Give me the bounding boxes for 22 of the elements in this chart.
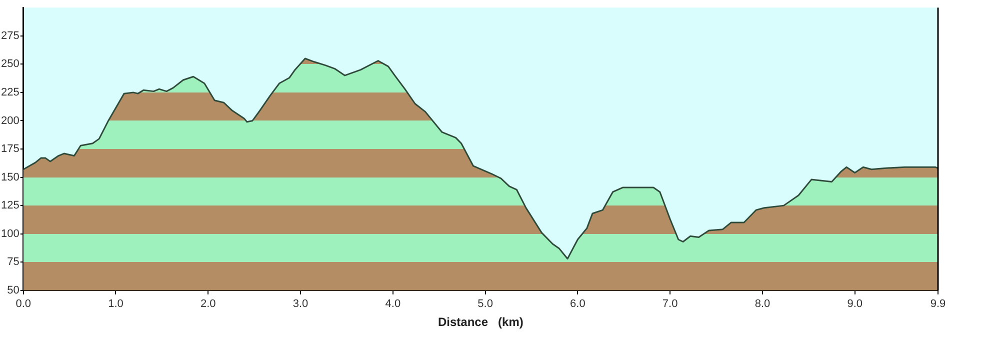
x-tick-label: 2.0	[200, 298, 216, 310]
x-tick-label: 6.0	[570, 298, 586, 310]
y-tick-label: 200	[0, 114, 20, 127]
y-tick-label: 50	[7, 284, 20, 296]
y-tick-label: 225	[0, 86, 20, 98]
x-tick-label: 5.0	[478, 298, 493, 310]
x-tick-label: 3.0	[292, 298, 308, 310]
x-tick-label: 4.0	[385, 298, 401, 310]
x-tick-label: 9.9	[930, 298, 946, 310]
y-tick-label: 275	[0, 30, 20, 42]
x-tick-label: 7.0	[662, 298, 678, 310]
x-tick-label: 0.0	[16, 298, 31, 310]
x-tick-label: 9.0	[847, 298, 862, 310]
y-tick-label: 75	[7, 256, 20, 268]
x-tick-label: 8.0	[754, 298, 770, 310]
y-tick-label: 250	[0, 58, 20, 70]
x-tick-label: 1.0	[108, 298, 124, 310]
y-tick-label: 125	[0, 200, 20, 212]
x-axis-title: Distance (km)	[438, 315, 524, 330]
y-tick-label: 100	[0, 228, 20, 240]
y-tick-label: 150	[0, 171, 20, 184]
y-tick-label: 175	[0, 143, 20, 156]
